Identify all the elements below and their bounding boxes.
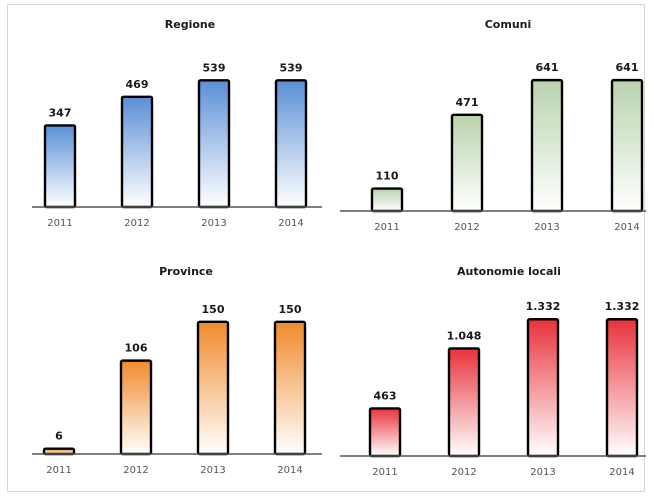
value-label: 347 [49,106,72,119]
value-label: 539 [280,61,303,74]
x-tick-label: 2012 [451,467,476,478]
chart-title: Regione [165,18,215,31]
x-tick-label: 2012 [123,465,148,476]
bar-2013 [526,318,560,458]
value-label: 106 [125,342,148,355]
bar-2014 [274,79,308,209]
bar-2011 [43,124,77,209]
bar-2012 [447,347,481,458]
x-tick-label: 2013 [534,222,559,233]
bar-2011 [368,407,402,458]
value-label: 1.332 [526,300,561,313]
bar-2013 [530,78,564,213]
x-tick-label: 2014 [277,465,302,476]
x-tick-label: 2013 [200,465,225,476]
x-tick-label: 2011 [372,467,397,478]
value-label: 150 [202,303,225,316]
x-tick-label: 2011 [47,218,72,229]
value-label: 6 [55,430,63,443]
bar-2014 [610,78,644,213]
bar-2011 [42,447,76,456]
x-tick-label: 2011 [46,465,71,476]
value-label: 110 [376,170,399,183]
value-label: 539 [203,61,226,74]
value-label: 641 [616,61,639,74]
bar-2012 [450,113,484,213]
x-tick-label: 2014 [614,222,639,233]
x-tick-label: 2012 [454,222,479,233]
x-tick-label: 2013 [530,467,555,478]
chart-title: Comuni [485,18,532,31]
bar-2013 [197,79,231,209]
x-tick-label: 2011 [374,222,399,233]
value-label: 150 [279,303,302,316]
bar-2011 [370,187,404,213]
bar-2012 [119,359,153,456]
x-tick-label: 2014 [278,218,303,229]
bar-2013 [196,320,230,456]
value-label: 641 [536,61,559,74]
value-label: 469 [126,78,149,91]
value-label: 1.048 [447,329,482,342]
chart-title: Province [159,265,213,278]
x-tick-label: 2013 [201,218,226,229]
bar-2014 [605,318,639,458]
chart-title: Autonomie locali [457,265,561,278]
value-label: 1.332 [605,300,640,313]
x-tick-label: 2014 [609,467,634,478]
value-label: 471 [456,96,479,109]
bar-2014 [273,320,307,456]
bar-2012 [120,95,154,209]
value-label: 463 [374,389,397,402]
x-tick-label: 2012 [124,218,149,229]
